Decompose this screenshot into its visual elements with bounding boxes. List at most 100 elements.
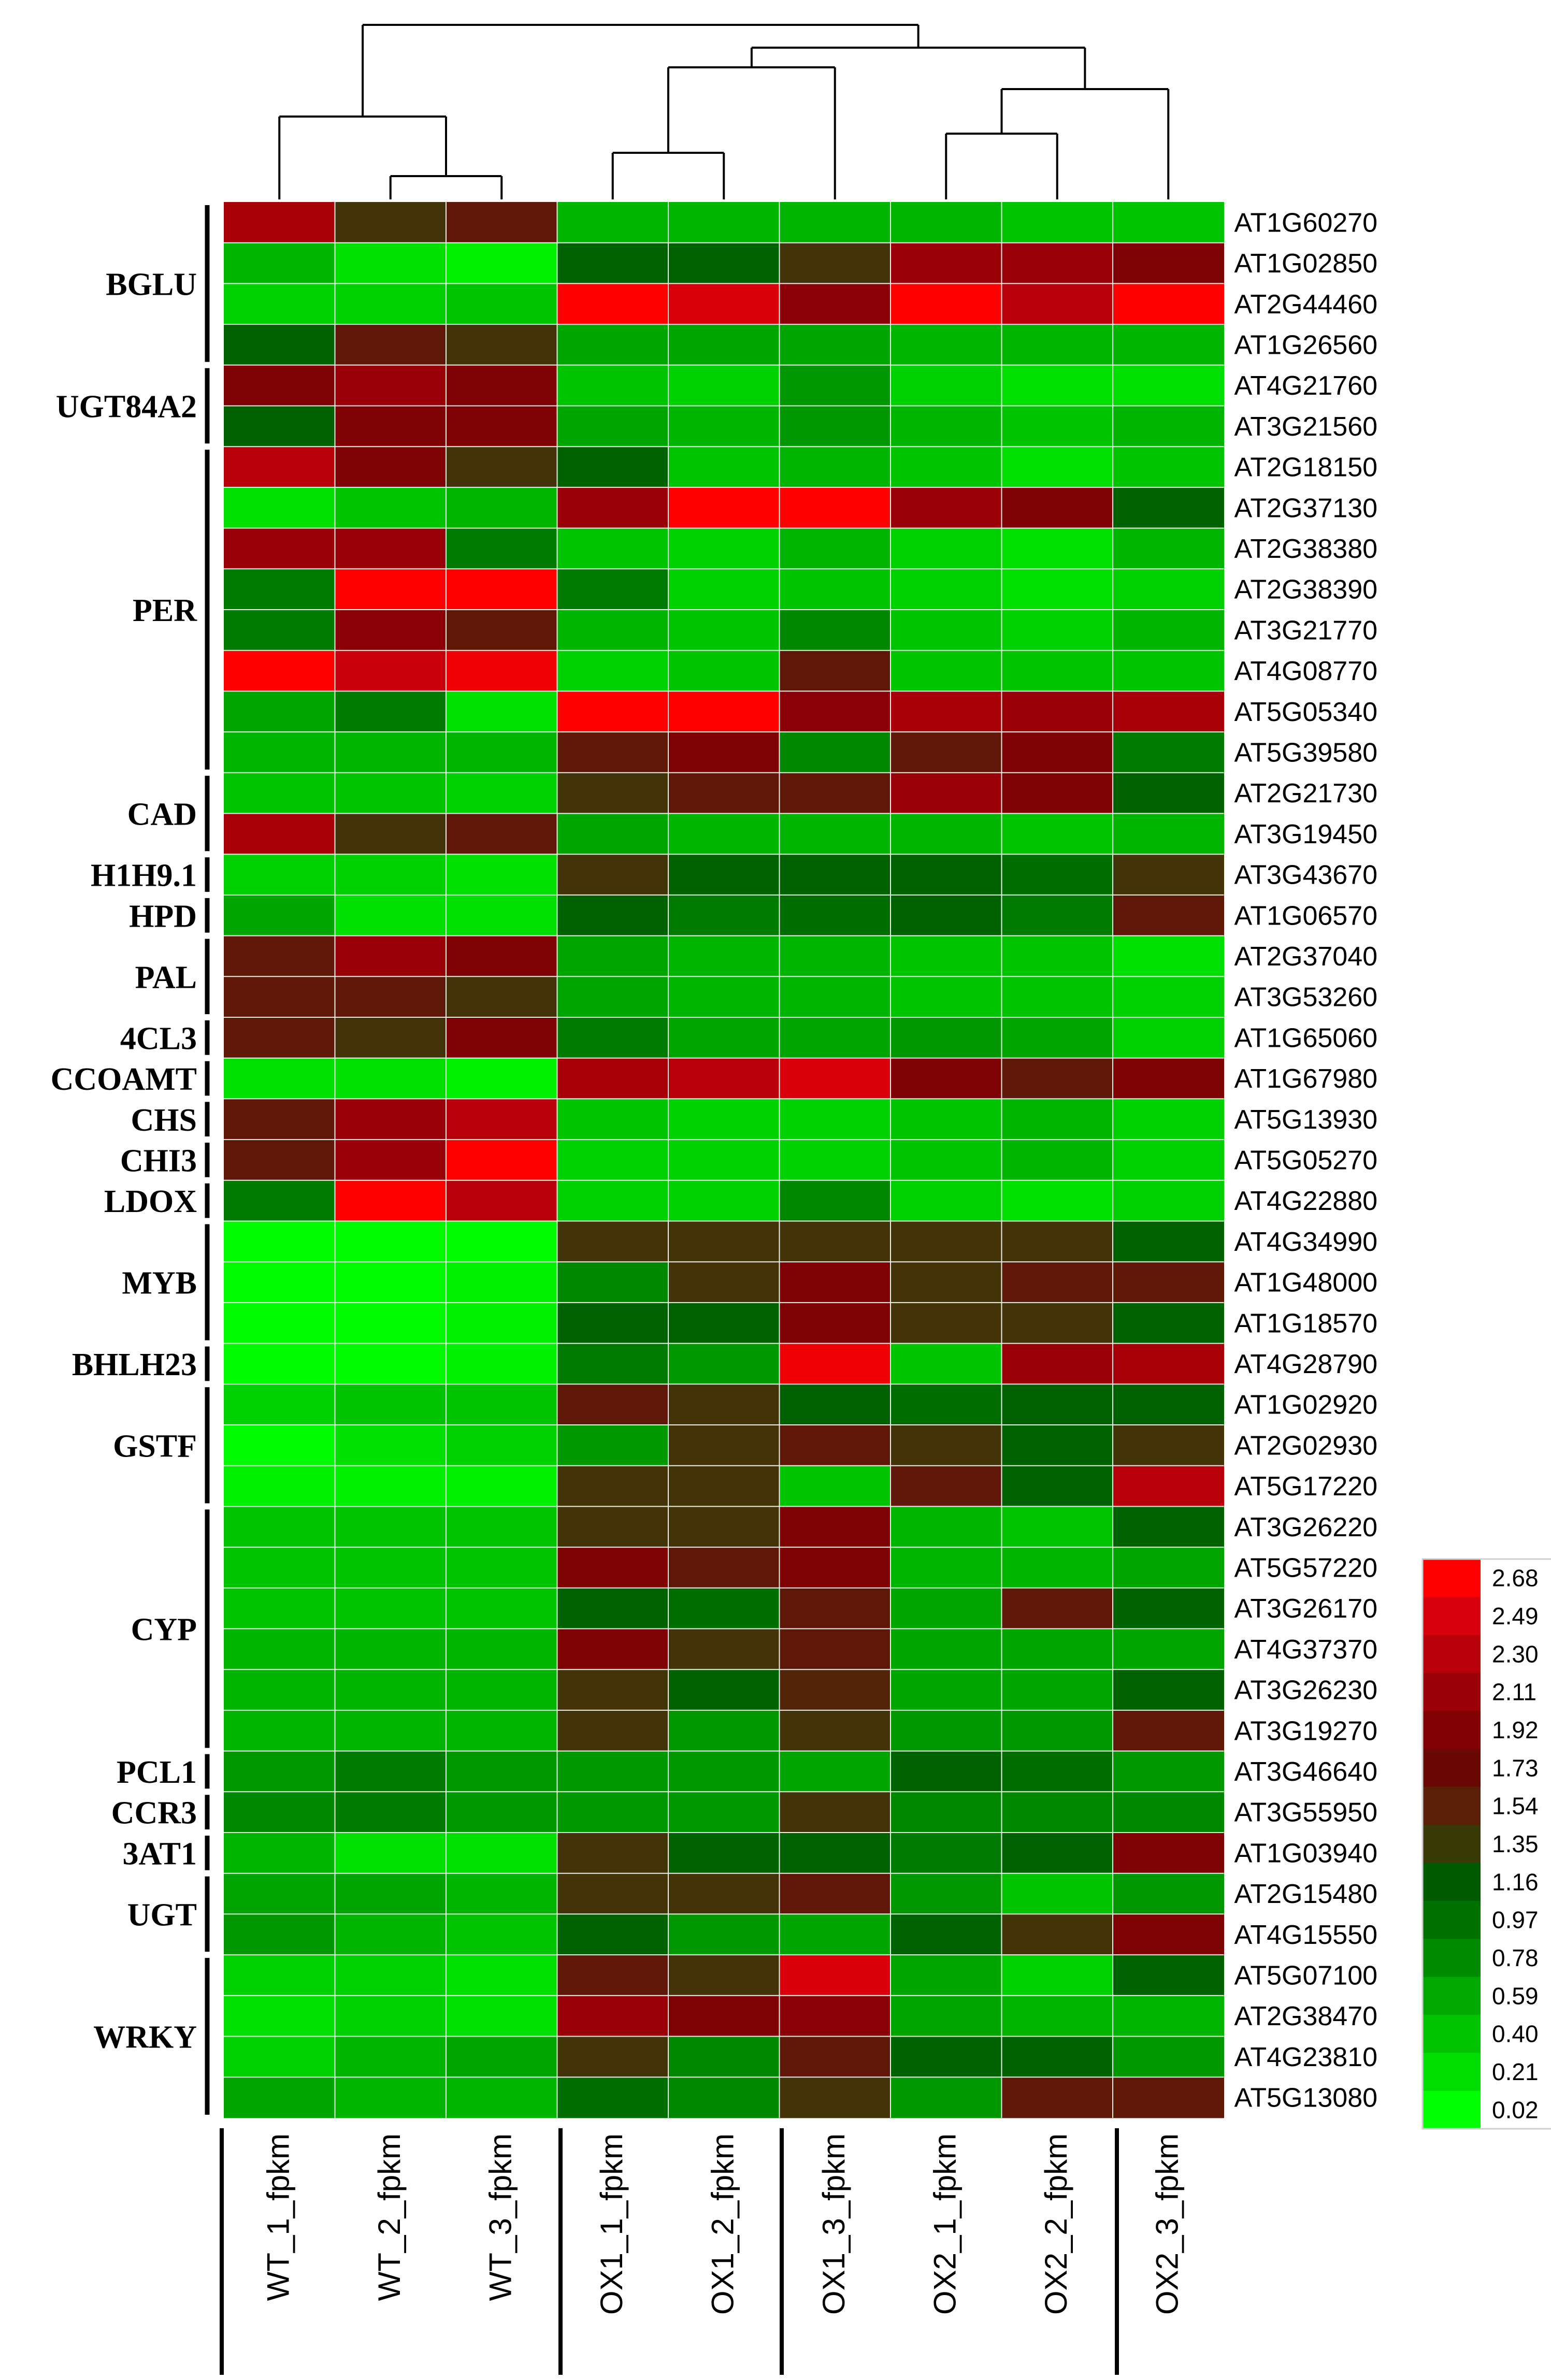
color-legend: 2.68 2.49 2.30 2.11 1.92 1.73 1.54 1.35 1.16 0.97…	[1421, 1558, 1551, 2130]
heatmap-cell	[446, 1058, 557, 1099]
heatmap-cell	[335, 1465, 447, 1507]
heatmap-cell	[1113, 772, 1224, 814]
colorbar-swatch	[1423, 1939, 1481, 1978]
heatmap-cell	[1113, 1588, 1224, 1629]
heatmap-cell	[224, 1425, 335, 1466]
column-label: WT_2_fpkm	[372, 2133, 407, 2301]
heatmap-cell	[1001, 976, 1113, 1018]
colorbar-tick-label: 0.21	[1492, 2058, 1539, 2085]
group-label: PAL	[135, 960, 197, 995]
heatmap-cell	[891, 895, 1002, 936]
heatmap-cell	[557, 1506, 669, 1548]
heatmap-cell	[335, 1262, 447, 1303]
heatmap-cell	[335, 1669, 447, 1711]
heatmap-cell	[779, 2077, 891, 2118]
heatmap-cell	[446, 691, 557, 732]
heatmap-cell	[557, 569, 669, 610]
heatmap-cell	[1001, 1547, 1113, 1589]
group-label: UGT	[127, 1897, 197, 1932]
heatmap-cell	[779, 1588, 891, 1629]
heatmap-cell	[446, 242, 557, 284]
heatmap-cell	[446, 976, 557, 1018]
heatmap-cell	[668, 813, 780, 855]
heatmap-cell	[668, 610, 780, 651]
row-label: AT4G37370	[1234, 1635, 1378, 1665]
heatmap-cell	[446, 1425, 557, 1466]
colorbar-swatch	[1423, 1635, 1481, 1674]
heatmap-cell	[557, 691, 669, 732]
heatmap-cell	[335, 1384, 447, 1425]
heatmap-cell	[557, 1995, 669, 2037]
heatmap-cell	[1001, 202, 1113, 243]
heatmap-cell	[557, 895, 669, 936]
heatmap-cell	[891, 976, 1002, 1018]
heatmap-cell	[1001, 406, 1113, 447]
row-label: AT4G15550	[1234, 1920, 1378, 1950]
heatmap-cell	[224, 772, 335, 814]
group-label: CHS	[131, 1103, 197, 1138]
row-label: AT3G19270	[1234, 1716, 1378, 1746]
group-label: GSTF	[113, 1429, 197, 1464]
heatmap-cell	[668, 1833, 780, 1874]
heatmap-cell	[446, 569, 557, 610]
heatmap-cell	[1001, 1221, 1113, 1262]
heatmap-cell	[1113, 1833, 1224, 1874]
heatmap-cell	[668, 650, 780, 691]
heatmap-cell	[557, 650, 669, 691]
heatmap-cell	[1113, 1506, 1224, 1548]
heatmap-cell	[668, 1425, 780, 1466]
heatmap-cell	[779, 242, 891, 284]
heatmap-cell	[779, 1710, 891, 1752]
row-label: AT1G26560	[1234, 330, 1378, 360]
row-label: AT3G19450	[1234, 819, 1378, 849]
group-label: 4CL3	[120, 1021, 197, 1056]
heatmap-cell	[557, 365, 669, 406]
heatmap-cell	[891, 1139, 1002, 1181]
heatmap-cell	[668, 528, 780, 569]
heatmap-cell	[779, 1139, 891, 1181]
heatmap-cell	[1001, 854, 1113, 896]
heatmap-cell	[779, 2036, 891, 2078]
heatmap-cell	[891, 1425, 1002, 1466]
heatmap-cell	[668, 1343, 780, 1384]
heatmap-cell	[446, 1995, 557, 2037]
heatmap-cell	[1113, 1099, 1224, 1140]
heatmap-cell	[891, 324, 1002, 366]
heatmap-cell	[668, 324, 780, 366]
heatmap-cell	[1001, 528, 1113, 569]
row-label: AT3G21560	[1234, 412, 1378, 442]
heatmap-cell	[1001, 569, 1113, 610]
heatmap-cell	[335, 1058, 447, 1099]
heatmap-cell	[668, 772, 780, 814]
heatmap-cell	[335, 2077, 447, 2118]
heatmap-cell	[224, 1588, 335, 1629]
heatmap-cell	[891, 1588, 1002, 1629]
heatmap-cell	[891, 691, 1002, 732]
heatmap-cell	[1113, 1547, 1224, 1589]
row-label: AT4G22880	[1234, 1186, 1378, 1216]
row-label: AT4G21760	[1234, 371, 1378, 401]
colorbar-frame	[1421, 1558, 1551, 2130]
heatmap-cell	[224, 854, 335, 896]
row-label: AT5G39580	[1234, 738, 1378, 768]
heatmap-cell	[1001, 242, 1113, 284]
heatmap-cell	[335, 1914, 447, 1955]
heatmap-cell	[557, 1099, 669, 1140]
heatmap-cell	[891, 1017, 1002, 1059]
heatmap-cell	[891, 1955, 1002, 1996]
heatmap-cell	[779, 1955, 891, 1996]
heatmap-cell	[668, 1221, 780, 1262]
heatmap-cell	[1001, 1017, 1113, 1059]
heatmap-cell	[224, 1710, 335, 1752]
colorbar-tick-label: 0.40	[1492, 2021, 1539, 2047]
heatmap-cell	[335, 813, 447, 855]
heatmap-cell	[779, 854, 891, 896]
row-label: AT2G38470	[1234, 2001, 1378, 2031]
heatmap-cell	[1113, 1995, 1224, 2037]
heatmap-cell	[891, 1873, 1002, 1914]
heatmap-cell	[446, 1547, 557, 1589]
heatmap-cell	[891, 1995, 1002, 2037]
heatmap-cell	[779, 406, 891, 447]
heatmap-cell	[224, 1221, 335, 1262]
heatmap-cell	[1001, 446, 1113, 488]
